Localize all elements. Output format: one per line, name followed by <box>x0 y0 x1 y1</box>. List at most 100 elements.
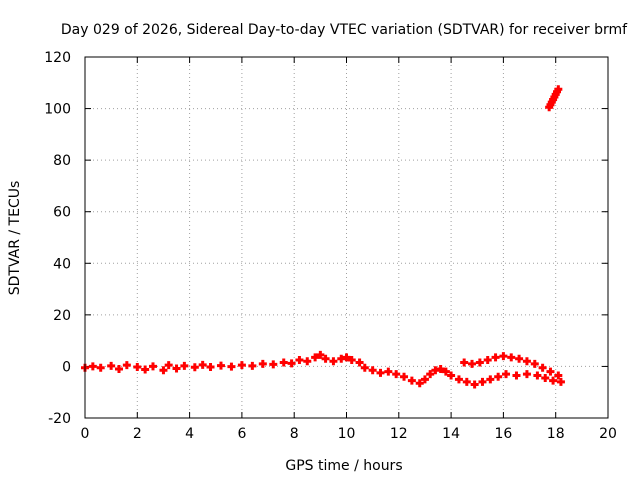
data-point <box>316 350 325 359</box>
data-point <box>329 357 338 366</box>
data-point <box>258 359 267 368</box>
x-tick-label: 2 <box>133 426 142 442</box>
data-point <box>227 362 236 371</box>
data-point <box>311 353 320 362</box>
data-point <box>122 361 131 370</box>
data-point <box>554 85 563 94</box>
data-point <box>360 363 369 372</box>
y-axis-label: SDTVAR / TECUs <box>7 181 23 296</box>
data-point <box>468 359 477 368</box>
data-point <box>522 370 531 379</box>
data-point <box>141 365 150 374</box>
y-tick-label: 80 <box>53 153 71 169</box>
series-high-outlier <box>545 85 563 112</box>
y-tick-label: 60 <box>53 205 71 221</box>
data-point <box>96 363 105 372</box>
data-point <box>522 357 531 366</box>
x-tick-label: 8 <box>290 426 299 442</box>
x-tick-label: 0 <box>81 426 90 442</box>
data-point <box>107 361 116 370</box>
y-tick-label: 120 <box>44 50 71 66</box>
data-point <box>502 370 511 379</box>
data-point <box>556 377 565 386</box>
data-point <box>554 371 563 380</box>
data-point <box>494 372 503 381</box>
data-point <box>180 361 189 370</box>
data-point <box>368 366 377 375</box>
x-axis-label: GPS time / hours <box>285 458 402 474</box>
data-point <box>415 379 424 388</box>
data-point <box>392 370 401 379</box>
data-point <box>206 362 215 371</box>
tick-labels: 0 2 4 6 8 10 12 14 16 18 20 -20 0 20 40 60 80 100 120 <box>44 50 617 442</box>
data-point <box>470 380 479 389</box>
data-point <box>447 371 456 380</box>
y-tick-label: 100 <box>44 102 71 118</box>
data-point <box>460 358 469 367</box>
x-tick-label: 14 <box>442 426 460 442</box>
x-tick-label: 20 <box>599 426 617 442</box>
data-point <box>248 361 257 370</box>
data-point <box>507 353 516 362</box>
data-point <box>512 371 521 380</box>
data-point <box>462 377 471 386</box>
data-point <box>172 364 181 373</box>
data-point <box>538 363 547 372</box>
data-point <box>546 367 555 376</box>
data-point <box>483 355 492 364</box>
data-point <box>190 363 199 372</box>
data-point <box>321 354 330 363</box>
data-point <box>133 362 142 371</box>
series-main-track <box>81 350 565 389</box>
data-point <box>295 355 304 364</box>
y-tick-label: 0 <box>62 359 71 375</box>
x-tick-label: 12 <box>390 426 408 442</box>
x-tick-label: 16 <box>494 426 512 442</box>
data-point <box>279 358 288 367</box>
data-point <box>347 355 356 364</box>
data-point <box>269 360 278 369</box>
data-point <box>303 357 312 366</box>
data-point <box>436 365 445 374</box>
data-point <box>376 368 385 377</box>
x-tick-label: 6 <box>237 426 246 442</box>
x-tick-label: 18 <box>547 426 565 442</box>
data-point <box>287 359 296 368</box>
series-upper-branch <box>460 352 563 380</box>
data-point <box>515 354 524 363</box>
data-point <box>475 358 484 367</box>
data-point <box>384 367 393 376</box>
data-point <box>148 362 157 371</box>
data-point <box>216 361 225 370</box>
x-tick-label: 10 <box>338 426 356 442</box>
data-point <box>420 375 429 384</box>
y-tick-label: 40 <box>53 256 71 272</box>
y-tick-label: -20 <box>48 411 71 427</box>
data-point <box>114 365 123 374</box>
data-point <box>454 375 463 384</box>
x-tick-label: 4 <box>185 426 194 442</box>
data-point <box>164 361 173 370</box>
data-point <box>486 375 495 384</box>
data-point <box>549 376 558 385</box>
chart-title: Day 029 of 2026, Sidereal Day-to-day VTE… <box>61 22 628 38</box>
data-point <box>88 362 97 371</box>
grid <box>84 56 609 419</box>
data-point <box>530 359 539 368</box>
data-point <box>533 371 542 380</box>
data-point <box>400 372 409 381</box>
data-points <box>81 85 565 389</box>
data-point <box>441 367 450 376</box>
data-point <box>499 352 508 361</box>
data-point <box>426 370 435 379</box>
data-point <box>541 374 550 383</box>
data-point <box>478 377 487 386</box>
data-point <box>198 360 207 369</box>
y-tick-label: 20 <box>53 308 71 324</box>
plot-frame <box>84 56 609 419</box>
data-point <box>355 358 364 367</box>
data-point <box>491 353 500 362</box>
data-point <box>407 376 416 385</box>
data-point <box>342 353 351 362</box>
